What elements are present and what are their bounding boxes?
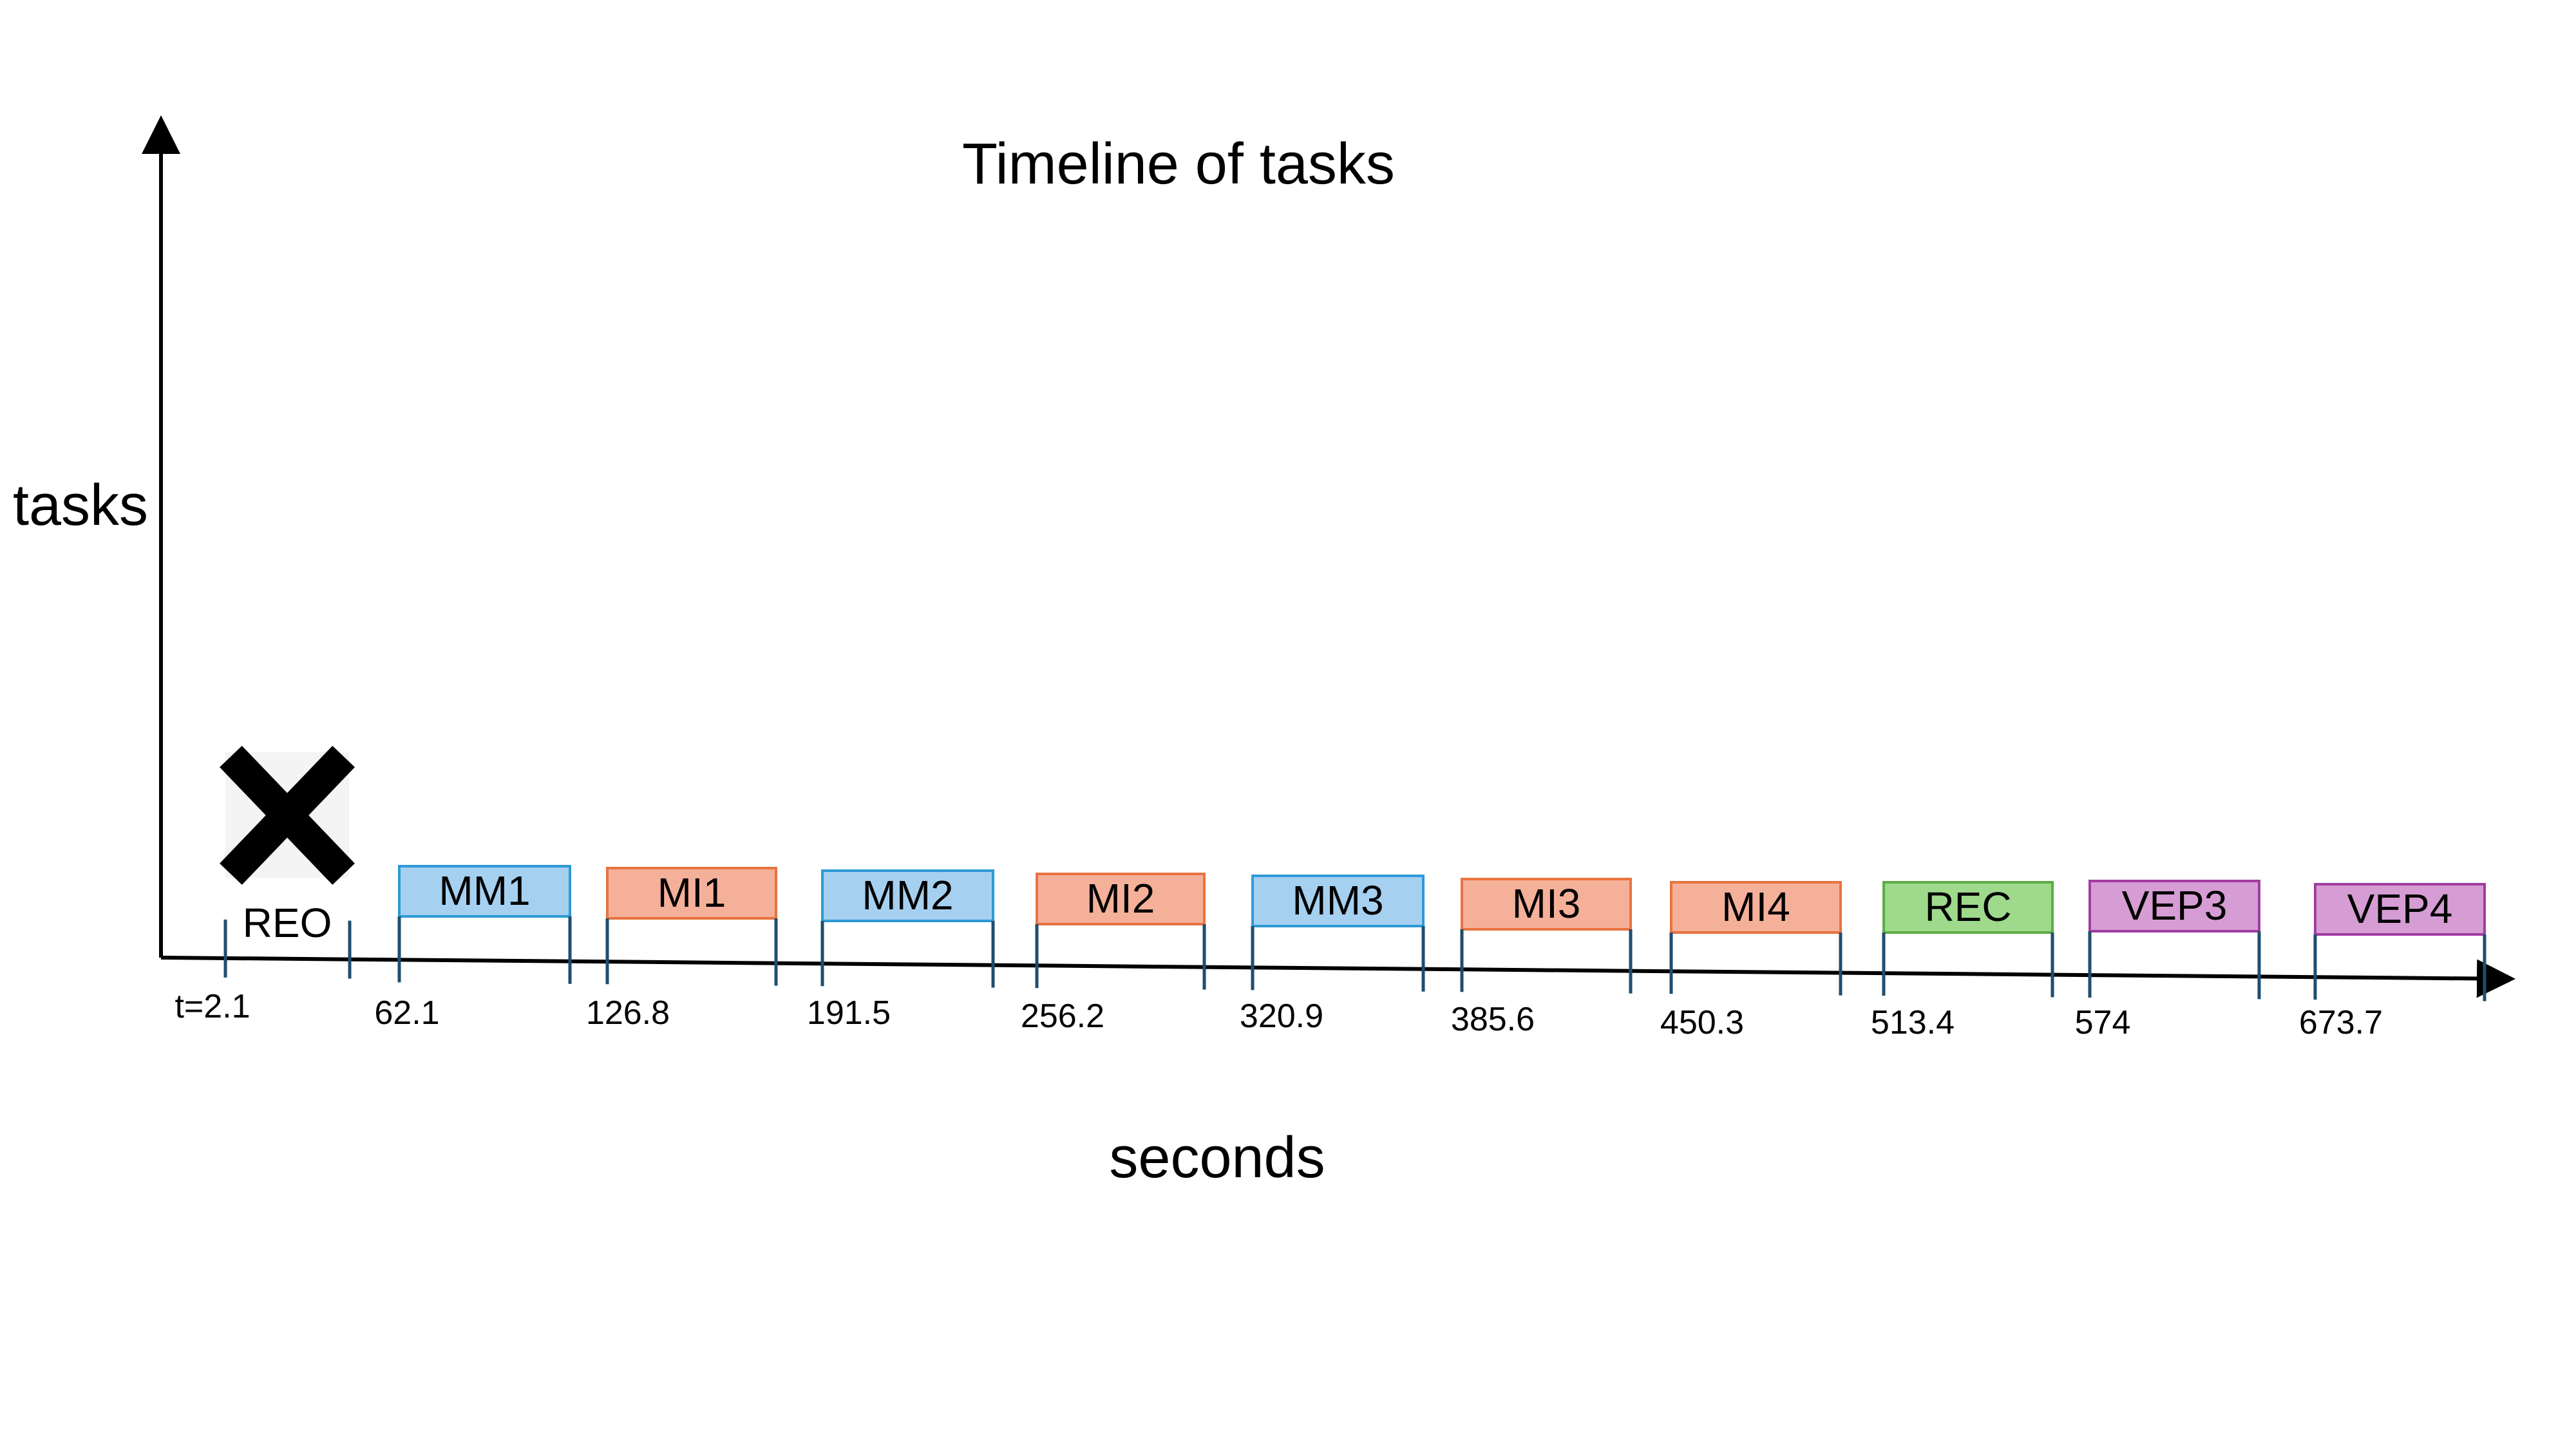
tick-label: 62.1 bbox=[374, 994, 439, 1032]
task-label: MM3 bbox=[1292, 877, 1383, 923]
task-box bbox=[2314, 883, 2486, 936]
x-icon bbox=[220, 746, 355, 885]
x-axis bbox=[160, 956, 2515, 998]
task-label: REC bbox=[1924, 884, 2011, 930]
task-block-mi1: MI1 bbox=[605, 867, 778, 986]
y-axis-label: tasks bbox=[13, 473, 148, 538]
tick-label: 513.4 bbox=[1871, 1004, 1955, 1041]
task-box bbox=[2088, 880, 2260, 933]
task-block-mi2: MI2 bbox=[1035, 873, 1206, 990]
tick-label: 126.8 bbox=[586, 994, 670, 1032]
task-label: MM1 bbox=[439, 867, 530, 914]
task-box bbox=[1461, 878, 1632, 931]
task-block-mi3: MI3 bbox=[1460, 878, 1633, 994]
task-label: MI2 bbox=[1086, 875, 1155, 922]
task-label: VEP4 bbox=[2347, 886, 2453, 932]
task-box bbox=[1251, 875, 1425, 927]
tick-label: 673.7 bbox=[2299, 1004, 2383, 1041]
task-box bbox=[1036, 873, 1206, 925]
task-box bbox=[1670, 881, 1842, 934]
task-label: MI3 bbox=[1512, 880, 1581, 927]
task-block-mm3: MM3 bbox=[1251, 875, 1425, 992]
task-block-vep4: VEP4 bbox=[2313, 883, 2486, 1001]
task-label: VEP3 bbox=[2122, 882, 2228, 929]
task-block-mm1: MM1 bbox=[397, 865, 572, 984]
reo-segment: REO bbox=[220, 746, 355, 946]
task-block-vep3: VEP3 bbox=[2088, 880, 2261, 999]
axis-ticks bbox=[223, 919, 352, 979]
tick-label: 256.2 bbox=[1021, 998, 1104, 1035]
tick-label: 450.3 bbox=[1660, 1004, 1744, 1041]
task-label: MI4 bbox=[1721, 884, 1790, 930]
task-block-mm2: MM2 bbox=[820, 869, 995, 988]
tick-labels: t=2.1 62.1 126.8 191.5 256.2 320.9 385.6 450.3 5… bbox=[175, 988, 2383, 1041]
diagram-title: Timeline of tasks bbox=[962, 132, 1395, 196]
task-box bbox=[606, 867, 777, 920]
task-block-rec: REC bbox=[1882, 881, 2054, 998]
tick-label: 574 bbox=[2075, 1004, 2131, 1041]
task-box bbox=[1882, 881, 2054, 934]
x-axis-label: seconds bbox=[1109, 1126, 1325, 1190]
task-blocks: MM1 MI1 MM2 MI2 MM3 MI3 MI4 REC VEP3 VEP4 bbox=[397, 865, 2486, 1001]
task-label: MM2 bbox=[862, 872, 953, 918]
tick-label: t=2.1 bbox=[175, 988, 250, 1025]
task-block-mi4: MI4 bbox=[1669, 881, 1842, 996]
task-box bbox=[398, 865, 571, 918]
tick-label: 191.5 bbox=[807, 994, 891, 1032]
reo-label: REO bbox=[243, 900, 332, 946]
tick-label: 320.9 bbox=[1240, 998, 1323, 1035]
task-box bbox=[821, 869, 994, 922]
tick-label: 385.6 bbox=[1451, 1001, 1535, 1038]
task-label: MI1 bbox=[658, 869, 726, 916]
